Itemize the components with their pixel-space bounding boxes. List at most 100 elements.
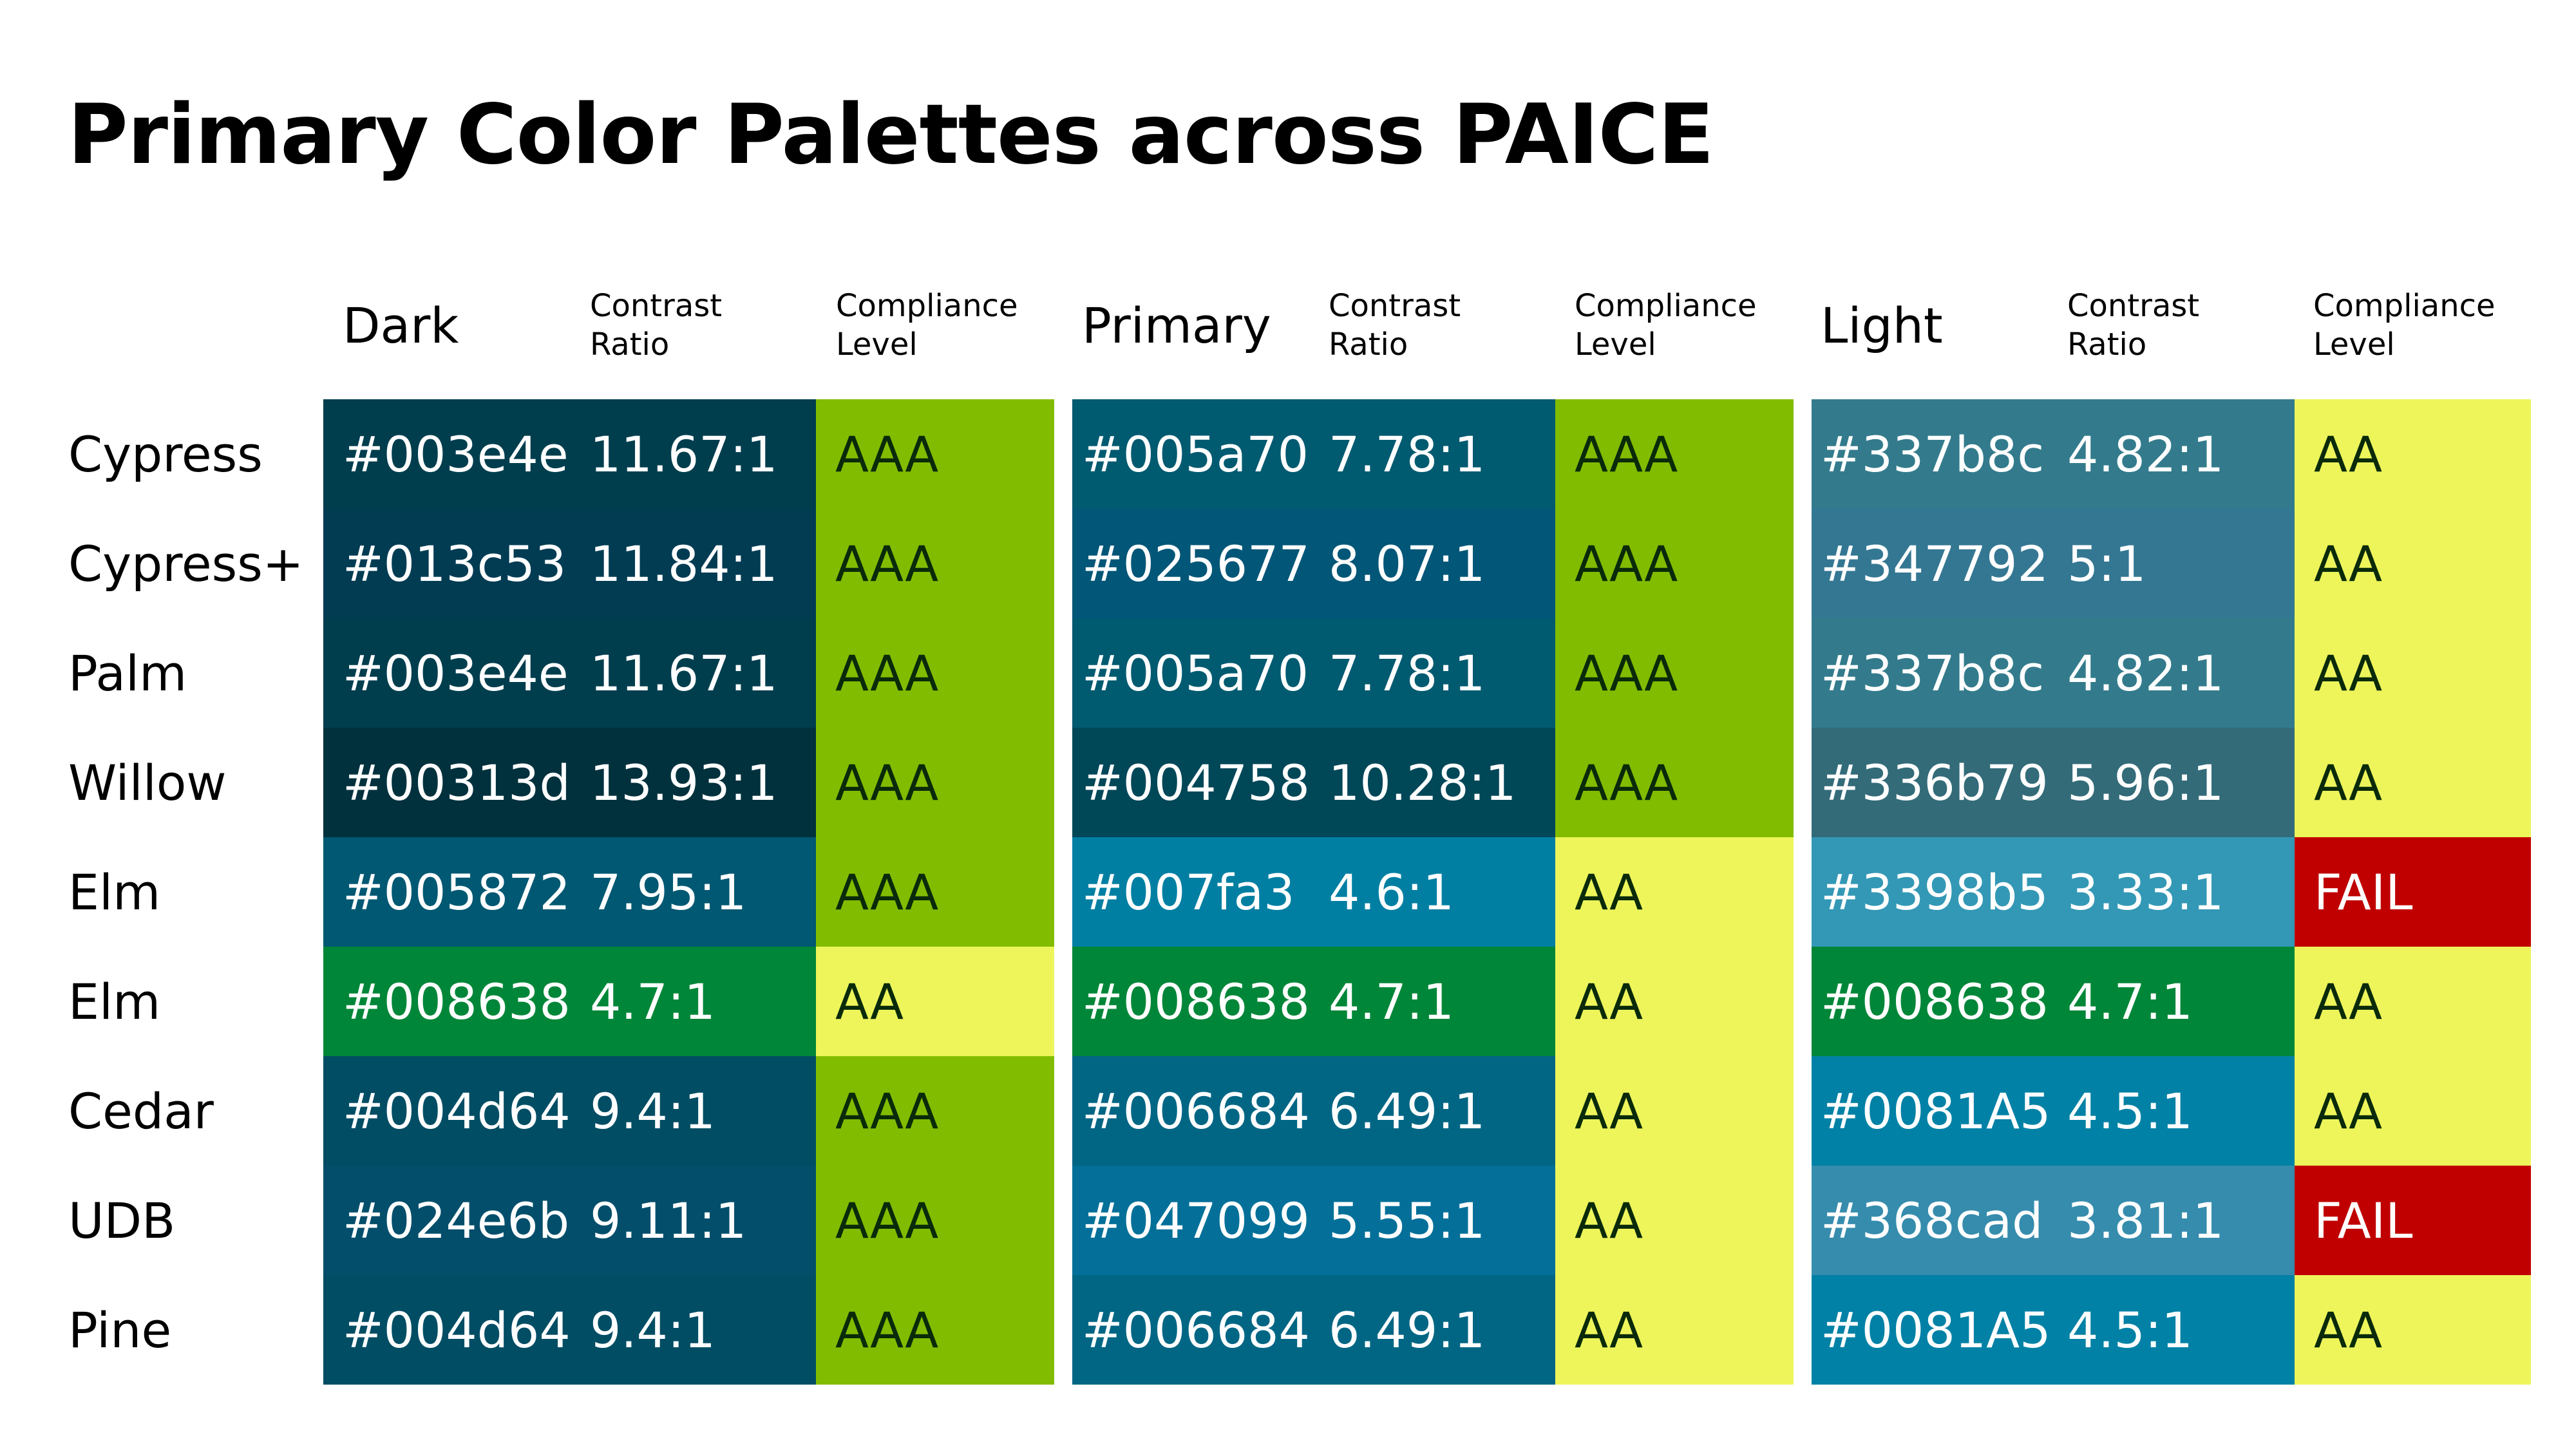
page-title: Primary Color Palettes across PAICE [68,87,1714,183]
contrast-ratio: 9.4:1 [590,1301,715,1359]
hex-code: #336b79 [1821,753,2049,811]
palette-name: UDB [68,1191,176,1249]
color-swatch: #024e6b 9.11:1 [323,1166,816,1275]
column-header-dark: Dark [343,296,459,354]
palette-row-light: #0081A5 4.5:1 AA [1812,1275,2531,1385]
hex-code: #047099 [1082,1191,1310,1249]
palette-row-primary: #004758 10.28:1 AAA [1072,728,1794,837]
contrast-ratio: 7.78:1 [1329,644,1486,702]
compliance-badge: AA [1555,837,1794,947]
compliance-badge: AA [2295,618,2531,728]
compliance-level-header: Compliance Level [836,288,1018,363]
color-swatch: #025677 8.07:1 [1072,509,1555,618]
compliance-badge: AA [2295,399,2531,509]
palette-row-primary: #025677 8.07:1 AAA [1072,509,1794,618]
hex-code: #00313d [343,753,571,811]
hex-code: #337b8c [1821,425,2045,483]
palette-row-light: #336b79 5.96:1 AA [1812,728,2531,837]
hex-code: #008638 [1082,972,1310,1030]
contrast-ratio: 10.28:1 [1329,753,1517,811]
contrast-ratio: 7.95:1 [590,863,747,921]
contrast-ratio: 3.33:1 [2067,863,2224,921]
contrast-ratio: 9.4:1 [590,1082,715,1140]
color-swatch: #007fa3 4.6:1 [1072,837,1555,947]
column-header-primary: Primary [1082,296,1271,354]
color-swatch: #047099 5.55:1 [1072,1166,1555,1275]
contrast-ratio-header: Contrast Ratio [1329,288,1461,363]
color-swatch: #004758 10.28:1 [1072,728,1555,837]
compliance-level-header: Compliance Level [1575,288,1757,363]
contrast-ratio: 4.7:1 [590,972,715,1030]
hex-code: #003e4e [343,644,569,702]
light-palette-panel: #337b8c 4.82:1 AA #347792 5:1 AA #337b8c 4.82:1… [1812,399,2531,1385]
palette-row-primary: #005a70 7.78:1 AAA [1072,618,1794,728]
compliance-badge: AAA [1555,728,1794,837]
hex-code: #008638 [343,972,571,1030]
compliance-badge: FAIL [2295,837,2531,947]
compliance-badge: AAA [816,728,1054,837]
palette-name: Elm [68,972,161,1030]
compliance-badge: AA [2295,1056,2531,1166]
contrast-ratio: 3.81:1 [2067,1191,2224,1249]
palette-row-dark: #004d64 9.4:1 AAA [323,1275,1054,1385]
palette-row-primary: #005a70 7.78:1 AAA [1072,399,1794,509]
palette-row-light: #368cad 3.81:1 FAIL [1812,1166,2531,1275]
column-header-light: Light [1821,296,1943,354]
color-swatch: #3398b5 3.33:1 [1812,837,2295,947]
contrast-ratio: 11.67:1 [590,644,778,702]
palette-name: Cedar [68,1082,214,1140]
contrast-ratio: 7.78:1 [1329,425,1486,483]
palette-row-dark: #003e4e 11.67:1 AAA [323,399,1054,509]
palette-row-dark: #00313d 13.93:1 AAA [323,728,1054,837]
contrast-ratio-header: Contrast Ratio [2067,288,2200,363]
hex-code: #3398b5 [1821,863,2049,921]
compliance-badge: AA [1555,1166,1794,1275]
color-swatch: #008638 4.7:1 [1072,947,1555,1056]
compliance-badge: AA [1555,1275,1794,1385]
palette-row-light: #337b8c 4.82:1 AA [1812,399,2531,509]
hex-code: #005872 [343,863,571,921]
palette-row-primary: #008638 4.7:1 AA [1072,947,1794,1056]
compliance-badge: AAA [816,399,1054,509]
hex-code: #025677 [1082,535,1310,592]
compliance-badge: AAA [816,1056,1054,1166]
compliance-badge: AAA [1555,399,1794,509]
compliance-badge: AAA [816,837,1054,947]
color-swatch: #00313d 13.93:1 [323,728,816,837]
contrast-ratio: 9.11:1 [590,1191,747,1249]
color-swatch: #013c53 11.84:1 [323,509,816,618]
contrast-ratio: 4.82:1 [2067,425,2224,483]
color-swatch: #368cad 3.81:1 [1812,1166,2295,1275]
color-swatch: #004d64 9.4:1 [323,1275,816,1385]
color-swatch: #005a70 7.78:1 [1072,618,1555,728]
hex-code: #008638 [1821,972,2049,1030]
palette-name: Cypress+ [68,535,304,592]
palette-row-light: #3398b5 3.33:1 FAIL [1812,837,2531,947]
palette-row-light: #0081A5 4.5:1 AA [1812,1056,2531,1166]
color-swatch: #004d64 9.4:1 [323,1056,816,1166]
contrast-ratio: 6.49:1 [1329,1301,1486,1359]
hex-code: #004d64 [343,1082,571,1140]
compliance-badge: AA [1555,1056,1794,1166]
hex-code: #006684 [1082,1301,1310,1359]
column-header-row: Dark Contrast Ratio Compliance Level Pri… [0,270,2576,380]
contrast-ratio: 4.5:1 [2067,1082,2193,1140]
contrast-ratio: 11.84:1 [590,535,778,592]
palette-row-dark: #008638 4.7:1 AA [323,947,1054,1056]
contrast-ratio: 13.93:1 [590,753,778,811]
hex-code: #004d64 [343,1301,571,1359]
hex-code: #347792 [1821,535,2049,592]
color-swatch: #003e4e 11.67:1 [323,618,816,728]
compliance-badge: AAA [816,509,1054,618]
contrast-ratio: 4.7:1 [2067,972,2193,1030]
hex-code: #004758 [1082,753,1310,811]
compliance-badge: AA [2295,1275,2531,1385]
hex-code: #337b8c [1821,644,2045,702]
hex-code: #005a70 [1082,425,1309,483]
contrast-ratio: 11.67:1 [590,425,778,483]
palette-row-primary: #047099 5.55:1 AA [1072,1166,1794,1275]
palette-row-light: #008638 4.7:1 AA [1812,947,2531,1056]
color-swatch: #0081A5 4.5:1 [1812,1275,2295,1385]
hex-code: #368cad [1821,1191,2043,1249]
hex-code: #0081A5 [1821,1082,2051,1140]
